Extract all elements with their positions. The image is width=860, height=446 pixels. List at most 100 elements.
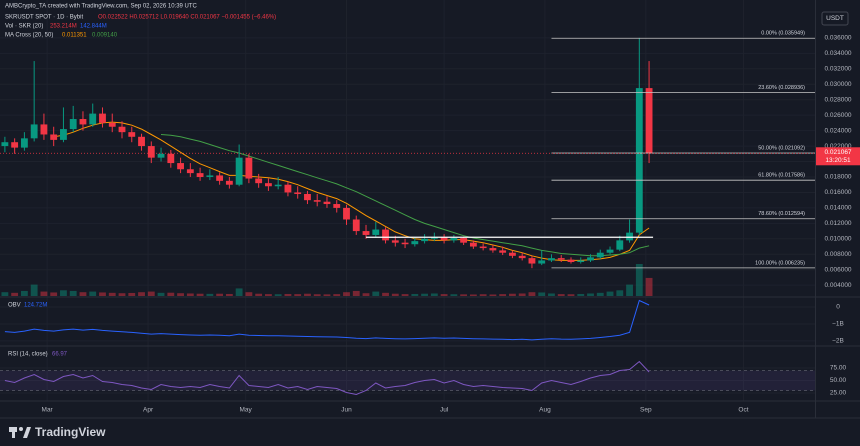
volume-bar (147, 291, 155, 296)
volume-bar (138, 292, 145, 296)
volume-ma-value: 142.844M (80, 24, 107, 30)
candle-body (587, 257, 594, 261)
candle-body (577, 260, 585, 262)
volume-bar (469, 294, 477, 296)
y-tick-label: 50.00 (830, 377, 847, 384)
volume-bar (411, 293, 419, 296)
y-tick-label: 0.028000 (824, 96, 851, 103)
candle-body (567, 259, 575, 262)
volume-bar (20, 290, 28, 296)
candle-body (538, 260, 546, 264)
volume-bar (479, 294, 487, 296)
volume-bar (40, 291, 48, 296)
ma-value: 0.009140 (92, 33, 118, 39)
candle-body (89, 113, 97, 125)
volume-bar (460, 294, 468, 296)
candle-body (333, 204, 341, 208)
volume-bar (626, 284, 633, 296)
candle-body (411, 241, 419, 245)
currency[interactable]: USDT (826, 15, 844, 22)
candle-body (60, 129, 67, 140)
candle-body (352, 219, 360, 232)
candle-body (499, 250, 507, 253)
volume-title: Vol · SKR (20) (5, 24, 43, 30)
volume-bar (577, 293, 585, 296)
candle-body (108, 122, 116, 127)
volume-bar (108, 292, 116, 296)
ma-value: 0.011351 (62, 33, 87, 39)
volume-bar (440, 294, 448, 296)
obv-value: 124.72M (24, 303, 47, 309)
volume-bar (284, 293, 292, 296)
volume-bar (118, 293, 126, 296)
volume-bar (538, 292, 546, 296)
candle-body (196, 173, 204, 177)
candle-body (635, 88, 643, 233)
brand-logo (9, 427, 31, 438)
y-tick-label: 0.016000 (824, 189, 851, 196)
volume-bar (616, 290, 624, 296)
candle-body (264, 183, 272, 187)
volume-bar (333, 294, 341, 296)
fib-label: 23.60% (0.028936) (758, 85, 805, 91)
volume-bar (264, 294, 272, 296)
volume-bar (401, 294, 409, 296)
obv-title: OBV (8, 303, 21, 309)
candle-body (548, 258, 555, 261)
y-tick-label: 0.036000 (824, 35, 851, 42)
candle-body (255, 178, 263, 184)
y-tick-label: 0.022000 (824, 143, 851, 150)
volume-bar (245, 292, 253, 296)
candle-body (362, 231, 370, 235)
candle-body (20, 138, 28, 148)
volume-bar (606, 291, 614, 296)
volume-bar (430, 293, 438, 296)
candle-body (147, 146, 155, 158)
candle-body (40, 124, 48, 135)
credit: AMBCrypto_TA created with TradingView.co… (5, 4, 198, 10)
candle-body (616, 240, 624, 250)
candle-body (626, 232, 633, 241)
volume-bar (157, 292, 165, 296)
x-tick-label: Sep (640, 407, 652, 414)
volume-bar (450, 294, 458, 296)
x-tick-label: Aug (539, 407, 551, 414)
y-tick-label: 0.008000 (824, 251, 851, 258)
volume-bar (167, 292, 175, 296)
candle-body (421, 238, 428, 242)
candle-body (430, 237, 438, 239)
rsi-value: 66.97 (52, 352, 68, 358)
volume-bar (548, 293, 555, 296)
rsi-title: RSI (14, close) (8, 352, 48, 358)
candle-body (313, 200, 321, 202)
candle-body (138, 136, 145, 147)
y-tick-label: −1B (832, 321, 844, 328)
y-tick-label: −2B (832, 338, 844, 345)
candle-body (1, 142, 9, 147)
volume-bar (489, 294, 497, 296)
candle-body (469, 242, 477, 247)
volume-bar (60, 290, 67, 296)
volume-bar (372, 291, 380, 296)
volume-bar (528, 292, 536, 296)
y-tick-label: 0.010000 (824, 236, 851, 243)
currency-box[interactable] (821, 11, 849, 26)
candle-body (50, 134, 58, 140)
volume-bar (99, 292, 106, 296)
candle-body (304, 193, 311, 201)
candle-body (382, 229, 389, 241)
x-tick-label: May (240, 407, 253, 414)
candle-body (606, 249, 614, 253)
fib-label: 50.00% (0.021092) (758, 146, 805, 152)
candle-body (206, 175, 214, 177)
candle-body (79, 119, 87, 125)
candle-body (294, 192, 302, 194)
y-tick-label: 0.032000 (824, 66, 851, 73)
volume-bar (596, 292, 604, 296)
volume-bar (274, 294, 282, 296)
candle-body (440, 237, 448, 241)
y-tick-label: 0.026000 (824, 112, 851, 119)
x-tick-label: Jun (341, 407, 352, 414)
candle-body (518, 255, 526, 259)
